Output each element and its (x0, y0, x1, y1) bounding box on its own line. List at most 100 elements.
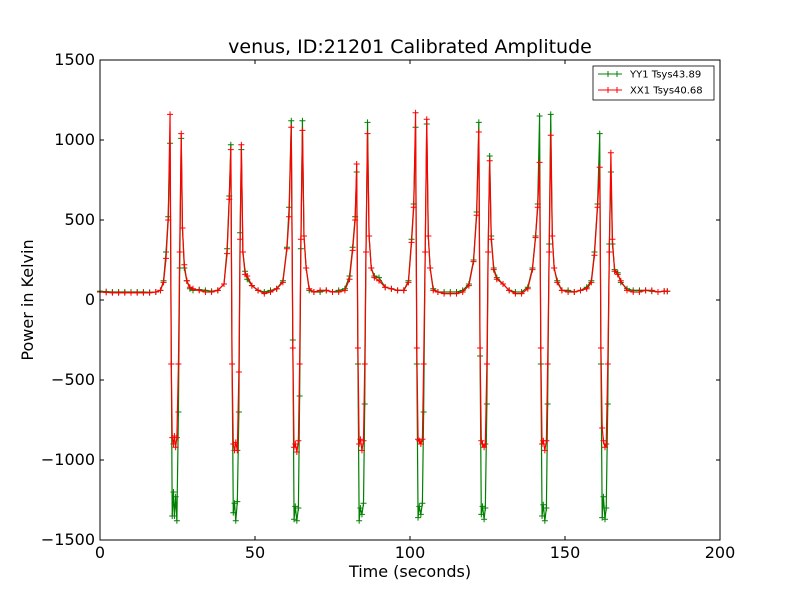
data-point (366, 233, 373, 239)
data-point (603, 505, 610, 511)
data-point (346, 276, 353, 283)
data-point (341, 287, 348, 294)
data-point (600, 437, 607, 444)
data-point (170, 489, 177, 495)
data-point (485, 249, 492, 255)
data-point (664, 288, 671, 295)
data-point (534, 204, 541, 211)
data-point (368, 265, 375, 271)
data-point (248, 282, 255, 289)
legend-marker-xx1 (605, 87, 620, 93)
data-point (160, 279, 167, 286)
data-point (591, 252, 598, 259)
data-point (648, 287, 655, 294)
data-point (604, 361, 611, 367)
data-point (600, 493, 607, 500)
x-tick-label: 150 (550, 543, 581, 562)
legend-label-yy1: YY1 Tsys43.89 (629, 70, 701, 81)
y-tick-label: 0 (85, 290, 95, 309)
data-point (173, 434, 180, 441)
data-point (394, 287, 401, 294)
y-tick-label: −500 (51, 370, 95, 389)
series-layer (97, 109, 671, 524)
data-point (540, 501, 547, 508)
data-point (299, 117, 306, 124)
data-point (413, 345, 420, 351)
data-point (283, 245, 290, 252)
data-point (417, 441, 424, 447)
data-point (202, 289, 209, 295)
data-point (323, 287, 330, 294)
data-point (317, 287, 324, 294)
data-point (601, 516, 608, 523)
y-tick-label: 1500 (54, 50, 95, 69)
data-point (175, 361, 182, 367)
data-point (376, 277, 382, 284)
data-point (115, 289, 122, 296)
data-point (353, 161, 360, 167)
data-point (536, 113, 543, 119)
data-point (599, 425, 606, 431)
data-point (423, 116, 430, 123)
data-point (420, 409, 427, 415)
data-point (176, 249, 183, 255)
data-point (232, 439, 239, 446)
data-point (234, 498, 241, 505)
ticks-layer: 0 50 100 150 200 −1500 −1000 −500 0 500 1000 1500 (41, 50, 735, 562)
data-point (459, 289, 466, 295)
x-tick-label: 200 (705, 543, 736, 562)
data-point (295, 437, 302, 444)
data-point (603, 441, 610, 447)
data-point (481, 444, 488, 451)
data-point (596, 164, 603, 171)
y-axis-label: Power in Kelvin (18, 239, 37, 360)
data-point (405, 279, 412, 286)
data-point (357, 436, 364, 443)
data-point (288, 117, 295, 124)
data-point (490, 266, 497, 273)
data-point (465, 282, 472, 289)
data-point (190, 285, 196, 292)
data-point (614, 271, 621, 278)
data-point (140, 289, 147, 296)
data-point (171, 513, 178, 519)
data-point (354, 345, 361, 351)
data-point (606, 249, 613, 255)
data-point (310, 289, 317, 295)
data-point (541, 447, 548, 454)
x-tick-label: 100 (395, 543, 426, 562)
data-point (506, 287, 513, 294)
data-point (493, 276, 500, 283)
data-point (539, 513, 546, 519)
data-point (565, 289, 572, 295)
data-point (152, 289, 159, 295)
data-point (549, 233, 556, 239)
data-point (419, 436, 426, 443)
data-point (537, 345, 544, 351)
data-point (121, 289, 128, 296)
data-point (551, 265, 558, 271)
data-point (434, 289, 441, 295)
data-point (165, 217, 172, 223)
data-point (416, 437, 423, 444)
data-point (541, 517, 548, 524)
data-point (427, 265, 434, 271)
data-point (267, 289, 274, 295)
data-point (419, 500, 426, 507)
data-point (475, 129, 482, 135)
data-point (196, 287, 203, 294)
data-point (364, 130, 371, 137)
data-point (167, 111, 174, 118)
data-point (400, 287, 407, 294)
data-point (279, 279, 286, 286)
data-point (441, 290, 448, 297)
y-tick-label: −1500 (41, 530, 95, 549)
x-tick-label: 50 (245, 543, 265, 562)
data-point (477, 345, 484, 351)
x-tick-label: 0 (95, 543, 105, 562)
data-point (415, 514, 422, 521)
data-point (303, 265, 310, 271)
data-point (292, 503, 299, 510)
data-point (352, 217, 359, 223)
data-point (157, 287, 164, 294)
